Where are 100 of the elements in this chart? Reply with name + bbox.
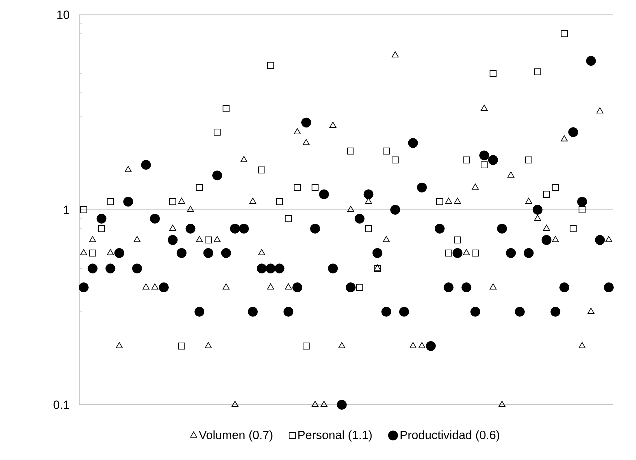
point — [232, 401, 239, 408]
point — [454, 198, 462, 204]
point — [116, 342, 124, 348]
point — [560, 282, 570, 293]
point — [124, 166, 132, 172]
point — [294, 184, 301, 192]
point — [436, 198, 444, 206]
point — [595, 235, 606, 246]
point — [150, 214, 160, 224]
point — [577, 196, 588, 207]
point — [212, 170, 222, 181]
point — [383, 148, 390, 155]
point — [552, 236, 560, 242]
point — [497, 224, 508, 234]
point — [302, 139, 310, 146]
point — [348, 148, 354, 155]
point — [356, 284, 364, 292]
point — [294, 128, 302, 135]
point — [543, 191, 550, 198]
point — [417, 182, 428, 193]
point — [337, 400, 347, 410]
point — [310, 224, 320, 234]
point — [570, 225, 577, 232]
point — [390, 205, 400, 215]
point — [552, 184, 560, 192]
point — [568, 127, 578, 138]
point — [526, 156, 532, 164]
point — [80, 249, 88, 256]
point — [534, 214, 542, 222]
point — [89, 236, 96, 242]
point — [276, 198, 284, 206]
point — [328, 264, 338, 274]
point — [588, 308, 595, 314]
point — [490, 70, 497, 78]
point — [445, 250, 452, 257]
point — [96, 214, 107, 224]
point — [168, 235, 178, 246]
point — [604, 282, 614, 293]
point — [515, 307, 525, 317]
point — [392, 156, 399, 164]
point — [214, 128, 221, 136]
point — [462, 282, 472, 293]
point — [248, 307, 258, 317]
point — [257, 264, 267, 274]
point — [506, 248, 516, 258]
point — [98, 225, 106, 232]
point — [239, 224, 250, 234]
point — [606, 236, 613, 242]
point — [347, 206, 354, 212]
y-tick-label: 10 — [58, 10, 70, 20]
point — [312, 401, 319, 408]
point — [543, 224, 550, 232]
legend-label: Volumen (0.7) — [199, 430, 273, 442]
point — [170, 198, 176, 206]
point — [319, 190, 330, 200]
point — [364, 190, 374, 200]
point — [488, 155, 498, 166]
point — [354, 214, 365, 224]
y-tick-label: 1 — [64, 206, 70, 214]
point — [445, 198, 452, 204]
point — [196, 236, 204, 242]
point — [454, 236, 462, 244]
point — [490, 284, 497, 290]
point — [578, 342, 586, 348]
point — [132, 264, 142, 274]
point — [266, 264, 276, 274]
point — [240, 156, 248, 162]
point — [399, 307, 410, 317]
point — [408, 138, 418, 148]
point — [480, 104, 488, 112]
point — [258, 249, 266, 256]
point — [586, 56, 596, 66]
point — [524, 248, 534, 258]
point — [463, 249, 470, 256]
point — [525, 198, 532, 204]
point — [561, 136, 568, 142]
point — [372, 248, 383, 258]
point — [186, 224, 196, 234]
point — [426, 341, 436, 352]
point — [330, 122, 337, 128]
point — [80, 206, 88, 214]
point — [285, 284, 292, 290]
point — [204, 248, 214, 258]
point — [550, 307, 561, 317]
point — [480, 150, 490, 161]
point — [285, 215, 292, 222]
point — [302, 118, 312, 128]
point — [107, 249, 114, 256]
legend-label: Personal (1.1) — [298, 430, 372, 442]
point — [159, 282, 169, 293]
point — [532, 205, 543, 215]
point — [178, 198, 186, 204]
point — [561, 30, 568, 38]
point — [320, 401, 328, 408]
point — [176, 248, 187, 258]
point — [435, 224, 445, 234]
point — [205, 342, 212, 348]
point — [346, 282, 356, 293]
point — [194, 307, 205, 317]
point — [88, 264, 98, 274]
